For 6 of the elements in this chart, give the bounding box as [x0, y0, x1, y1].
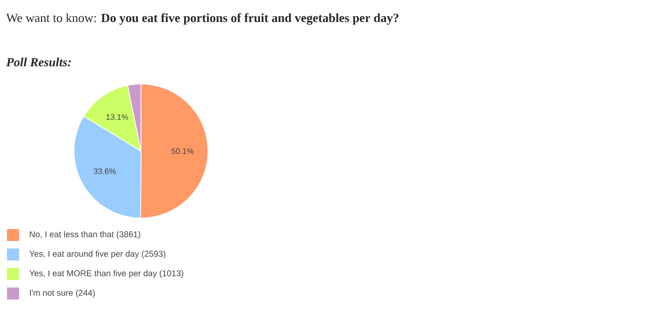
chart-subtitle: Poll Results:	[6, 58, 71, 66]
chart-title: We want to know: Do you eat five portions of fruit and vegetables per day?	[6, 13, 398, 25]
legend-label: Yes, I eat around five per day (2593)	[29, 250, 166, 258]
legend-label: I'm not sure (244)	[30, 290, 95, 298]
legend-label: Yes, I eat MORE than five per day (1013)	[29, 270, 184, 278]
legend-label: No, I eat less than that (3861)	[30, 231, 140, 239]
